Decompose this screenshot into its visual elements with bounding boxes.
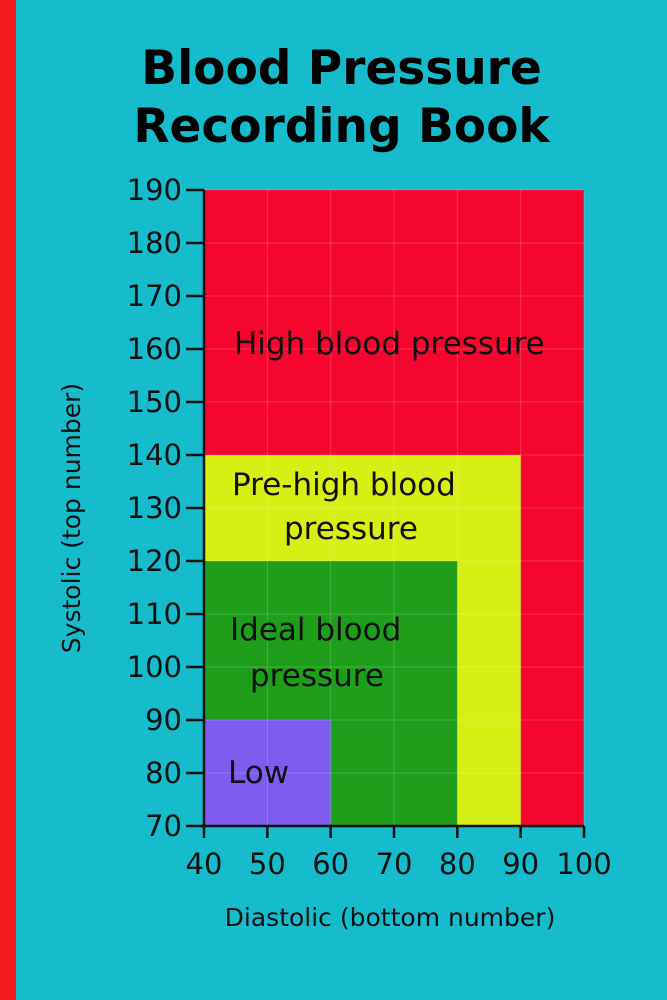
y-tick-label-70: 70 [145,809,182,843]
book-spine [0,0,16,1000]
title-line-2: Recording Book [133,99,550,154]
y-tick-label-140: 140 [127,438,182,472]
y-tick-label-170: 170 [127,279,182,313]
x-tick-label-40: 40 [186,847,223,881]
y-tick-label-130: 130 [127,491,182,525]
zone-ideal-label-line-1: Ideal blood [230,612,401,648]
grid-layer [203,189,585,827]
y-tick-label-150: 150 [127,385,182,419]
zone-high-label-line-1: High blood pressure [234,326,545,362]
zone-pre-high-label-line-1: Pre-high blood [232,467,456,503]
y-tick-label-160: 160 [127,332,182,366]
x-tick-label-100: 100 [556,847,611,881]
y-tick-label-100: 100 [127,650,182,684]
y-tick-label-190: 190 [127,173,182,207]
x-tick-label-60: 60 [312,847,349,881]
zone-low-area [204,720,331,826]
zones-layer [204,190,584,826]
x-tick-label-50: 50 [249,847,286,881]
y-tick-label-120: 120 [127,544,182,578]
y-tick-label-80: 80 [145,756,182,790]
x-tick-label-70: 70 [376,847,413,881]
zone-labels-layer: High blood pressure Pre-high blood pressur… [228,326,545,791]
zone-ideal-label-line-2: pressure [250,658,384,694]
axes-layer: 70 80 90 100 110 120 130 140 150 160 170 180 190 40 50… [127,173,612,881]
title-line-1: Blood Pressure [141,41,542,96]
y-tick-label-90: 90 [145,703,182,737]
x-tick-label-80: 80 [439,847,476,881]
y-tick-label-110: 110 [127,597,182,631]
x-axis-label: Diastolic (bottom number) [225,903,556,932]
zone-low-label-line-1: Low [228,755,289,791]
y-axis-label: Systolic (top number) [57,383,86,653]
zone-pre-high-label-line-2: pressure [284,511,418,547]
cover-title: Blood Pressure Recording Book [16,40,667,156]
y-tick-label-180: 180 [127,226,182,260]
x-tick-label-90: 90 [502,847,539,881]
